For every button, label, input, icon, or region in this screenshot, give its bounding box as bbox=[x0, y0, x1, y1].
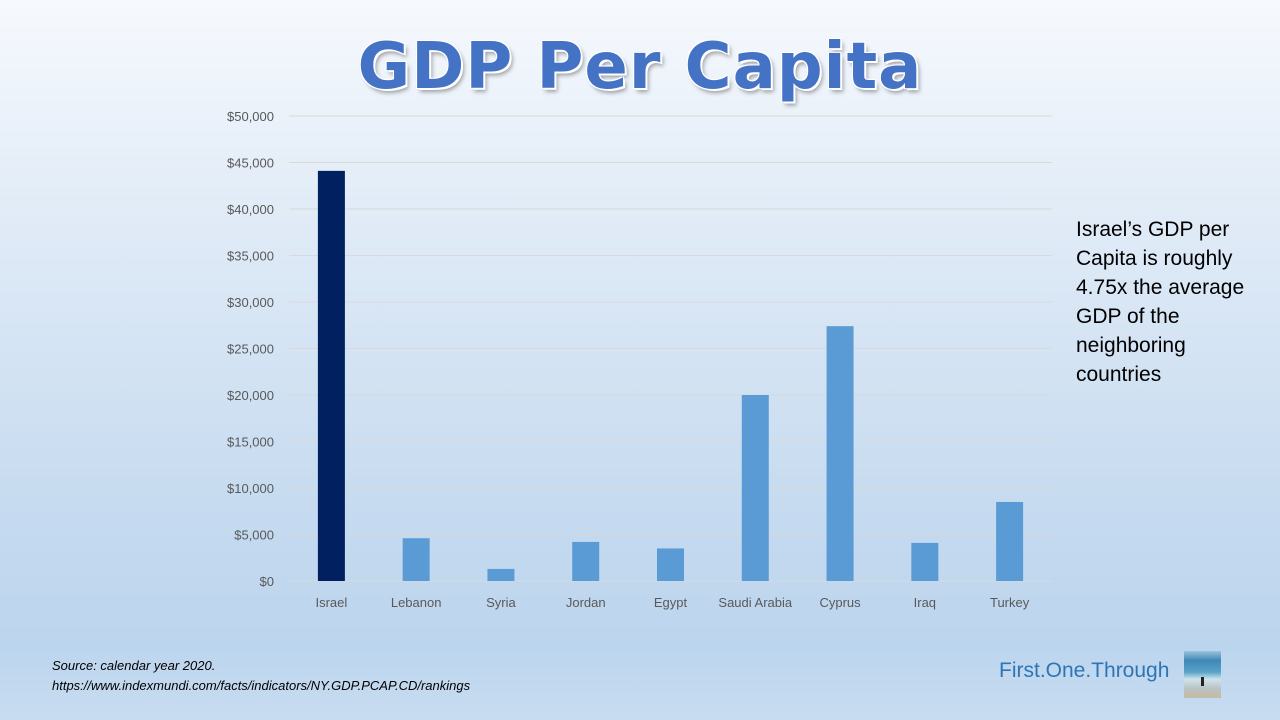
beach-photo-icon bbox=[1184, 651, 1221, 698]
y-tick-label: $15,000 bbox=[227, 435, 274, 450]
y-tick-label: $0 bbox=[260, 574, 274, 589]
x-tick-label: Saudi Arabia bbox=[718, 595, 792, 610]
y-tick-label: $5,000 bbox=[234, 528, 274, 543]
source-line: Source: calendar year 2020. bbox=[52, 658, 216, 673]
bar-saudi-arabia bbox=[741, 395, 769, 581]
x-tick-label: Syria bbox=[486, 595, 516, 610]
x-tick-label: Egypt bbox=[654, 595, 688, 610]
bar-jordan bbox=[572, 541, 600, 581]
bar-cyprus bbox=[826, 326, 854, 581]
x-tick-label: Israel bbox=[315, 595, 347, 610]
y-tick-label: $40,000 bbox=[227, 202, 274, 217]
source-note: Source: calendar year 2020. https://www.… bbox=[52, 656, 470, 696]
annotation-text: Israel’s GDP per Capita is roughly 4.75x… bbox=[1076, 218, 1245, 386]
y-tick-label: $25,000 bbox=[227, 342, 274, 357]
y-tick-label: $45,000 bbox=[227, 156, 274, 171]
bar-iraq bbox=[911, 542, 939, 581]
x-tick-label: Iraq bbox=[914, 595, 936, 610]
x-tick-label: Cyprus bbox=[819, 595, 861, 610]
bar-syria bbox=[487, 568, 515, 581]
bar-israel bbox=[317, 170, 345, 581]
x-tick-label: Lebanon bbox=[391, 595, 442, 610]
y-tick-label: $20,000 bbox=[227, 388, 274, 403]
slide-title: GDP Per Capita bbox=[357, 30, 923, 104]
bar-egypt bbox=[657, 548, 684, 581]
bar-turkey bbox=[996, 501, 1024, 581]
source-url: https://www.indexmundi.com/facts/indicat… bbox=[52, 678, 471, 693]
brand-name: First.One.Through bbox=[999, 659, 1170, 682]
bar-lebanon bbox=[402, 538, 430, 581]
x-tick-label: Jordan bbox=[566, 595, 606, 610]
y-tick-label: $35,000 bbox=[227, 249, 274, 264]
y-tick-label: $30,000 bbox=[227, 295, 274, 310]
y-tick-label: $10,000 bbox=[227, 481, 274, 496]
x-tick-label: Turkey bbox=[990, 595, 1030, 610]
y-tick-label: $50,000 bbox=[227, 109, 274, 124]
